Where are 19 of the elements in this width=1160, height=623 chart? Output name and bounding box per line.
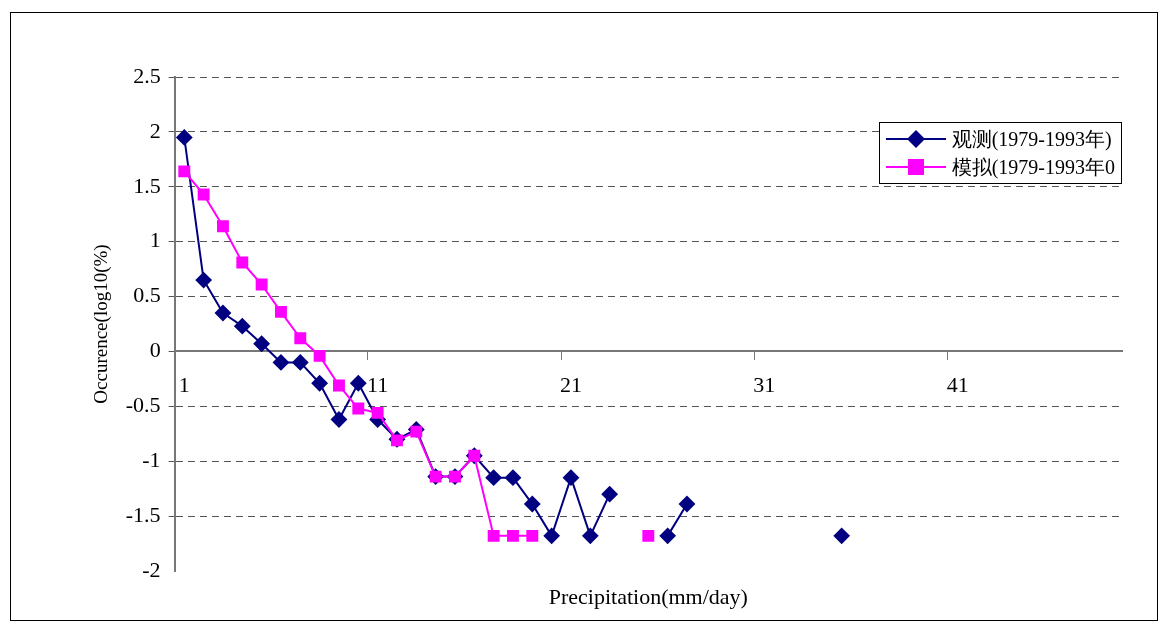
legend-label: 观测(1979-1993年) [951, 126, 1112, 153]
y-tick-label: 1 [149, 227, 161, 253]
y-tick-label: 0 [149, 337, 161, 363]
x-tick-label: 31 [753, 372, 776, 398]
legend-label: 模拟(1979-1993年0 [951, 154, 1115, 181]
x-tick-label: 21 [559, 372, 582, 398]
y-tick-label: 0.5 [133, 282, 161, 308]
x-tick-label: 41 [946, 372, 969, 398]
x-tick-label: 11 [367, 372, 389, 398]
y-tick-label: 1.5 [133, 172, 161, 198]
y-axis-title: Occurence(log10(%) [90, 244, 113, 404]
y-tick-label: 2 [149, 117, 161, 143]
y-tick-label: -1.5 [125, 501, 161, 527]
x-tick-label: 1 [178, 372, 190, 398]
y-tick-label: -0.5 [125, 392, 161, 418]
y-tick-label: 2.5 [133, 62, 161, 88]
x-axis-title: Precipitation(mm/day) [548, 583, 748, 609]
y-tick-label: -1 [142, 447, 161, 472]
y-tick-label: -2 [142, 556, 161, 582]
